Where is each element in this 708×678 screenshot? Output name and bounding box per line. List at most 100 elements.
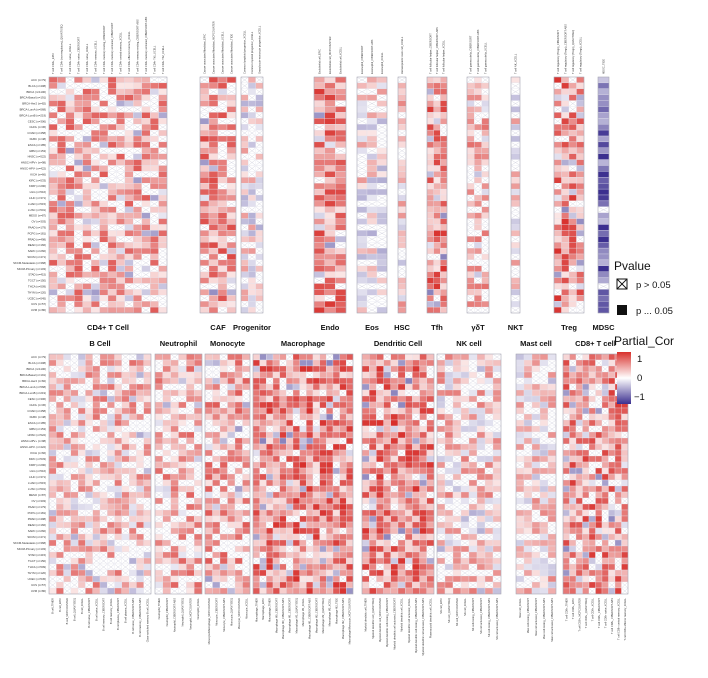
- row-label: LUSC (n=501): [28, 487, 46, 491]
- heatmap-cell: [356, 124, 368, 131]
- heatmap-cell: [474, 289, 482, 296]
- heatmap-cell: [553, 124, 562, 131]
- nonsignificant-cross-icon: [125, 106, 133, 112]
- heatmap-cell: [48, 206, 58, 213]
- heatmap-cell: [313, 212, 325, 219]
- heatmap-cell: [561, 147, 570, 154]
- heatmap-cell: [440, 100, 448, 107]
- heatmap-cell: [90, 200, 100, 207]
- column-label: Macrophage_EPIC: [261, 598, 265, 620]
- heatmap-cell: [332, 569, 340, 577]
- heatmap-cell: [292, 539, 300, 547]
- heatmap-cell: [492, 455, 502, 463]
- heatmap-cell: [178, 365, 187, 373]
- heatmap-cell: [259, 419, 267, 427]
- nonsignificant-cross-icon: [194, 486, 202, 492]
- nonsignificant-cross-icon: [427, 372, 434, 378]
- heatmap-cell: [48, 271, 58, 278]
- heatmap-cell: [597, 106, 610, 113]
- heatmap-cell: [272, 461, 280, 469]
- heatmap-cell: [279, 581, 287, 589]
- heatmap-cell: [383, 557, 391, 565]
- heatmap-cell: [77, 521, 86, 529]
- heatmap-cell: [339, 359, 347, 367]
- heatmap-cell: [444, 515, 454, 523]
- panel-frame: [397, 76, 407, 314]
- nonsignificant-cross-icon: [57, 124, 66, 130]
- heatmap-cell: [217, 177, 228, 184]
- heatmap-cell: [248, 230, 256, 237]
- heatmap-cell: [63, 413, 72, 421]
- heatmap-cell: [576, 206, 585, 213]
- heatmap-cell: [324, 165, 336, 172]
- heatmap-cell: [299, 383, 307, 391]
- heatmap-cell: [312, 461, 320, 469]
- heatmap-cell: [208, 100, 219, 107]
- heatmap-cell: [390, 509, 399, 517]
- nonsignificant-cross-icon: [326, 444, 333, 450]
- column-label: T cell CD4+ Th1_XCELL: [152, 45, 156, 74]
- nonsignificant-cross-icon: [227, 528, 235, 534]
- heatmap-cell: [319, 563, 327, 571]
- heatmap-cell: [136, 389, 144, 397]
- heatmap-cell: [217, 277, 228, 284]
- nonsignificant-cross-icon: [293, 516, 300, 522]
- nonsignificant-cross-icon: [569, 101, 577, 107]
- heatmap-cell: [178, 389, 187, 397]
- heatmap-cell: [335, 206, 347, 213]
- heatmap-cell: [92, 365, 101, 373]
- heatmap-cell: [299, 353, 307, 361]
- heatmap-cell: [460, 443, 470, 451]
- heatmap-cell: [170, 497, 179, 505]
- nonsignificant-cross-icon: [398, 148, 406, 154]
- nonsignificant-cross-icon: [91, 224, 100, 230]
- column-label: B cell plasma_XCELL: [124, 597, 128, 623]
- heatmap-cell: [92, 383, 101, 391]
- column-label: T cell follicular helper_CIBERSORT: [428, 33, 432, 74]
- heatmap-cell: [326, 503, 334, 511]
- heatmap-cell: [481, 106, 490, 113]
- heatmap-cell: [170, 551, 179, 559]
- heatmap-cell: [252, 467, 260, 475]
- heatmap-cell: [444, 431, 454, 439]
- heatmap-cell: [412, 455, 420, 463]
- nonsignificant-cross-icon: [256, 260, 263, 266]
- heatmap-cell: [335, 277, 347, 284]
- heatmap-cell: [397, 539, 406, 547]
- heatmap-cell: [326, 491, 334, 499]
- heatmap-cell: [154, 545, 163, 553]
- heatmap-cell: [74, 141, 83, 148]
- heatmap-cell: [313, 200, 325, 207]
- heatmap-cell: [143, 377, 152, 385]
- heatmap-cell: [208, 301, 219, 308]
- nonsignificant-cross-icon: [511, 112, 520, 118]
- heatmap-cell: [128, 533, 137, 541]
- heatmap-cell: [158, 283, 168, 290]
- heatmap-cell: [376, 353, 384, 361]
- heatmap-cell: [70, 437, 79, 445]
- heatmap-cell: [460, 425, 470, 433]
- nonsignificant-cross-icon: [163, 522, 171, 528]
- heatmap-cell: [468, 485, 478, 493]
- nonsignificant-cross-icon: [155, 450, 163, 456]
- heatmap-cell: [141, 200, 151, 207]
- heatmap-cell: [390, 425, 399, 433]
- nonsignificant-cross-icon: [248, 124, 256, 130]
- heatmap-cell: [199, 153, 210, 160]
- heatmap-cell: [272, 557, 280, 565]
- heatmap-cell: [279, 449, 287, 457]
- heatmap-cell: [361, 389, 370, 397]
- heatmap-cell: [141, 224, 151, 231]
- heatmap-cell: [383, 455, 391, 463]
- heatmap-cell: [369, 419, 377, 427]
- heatmap-cell: [553, 295, 562, 302]
- heatmap-cell: [92, 443, 101, 451]
- heatmap-cell: [412, 359, 420, 367]
- heatmap-cell: [70, 455, 79, 463]
- heatmap-cell: [99, 407, 108, 415]
- heatmap-cell: [208, 218, 219, 225]
- heatmap-cell: [208, 129, 219, 137]
- column-label: Macrophage M0_CIBERSORT: [274, 598, 278, 634]
- heatmap-cell: [476, 527, 486, 535]
- heatmap-cell: [412, 431, 420, 439]
